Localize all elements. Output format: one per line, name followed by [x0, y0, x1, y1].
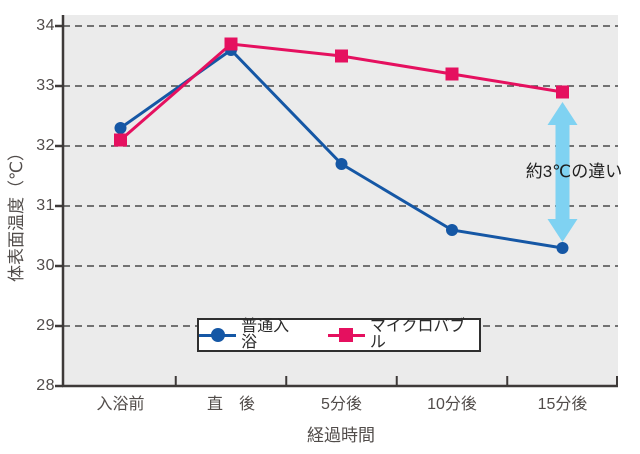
y-axis-title: 体表面温度（℃）: [7, 143, 26, 283]
line-sample-icon: [199, 328, 237, 342]
x-tick-label: 10分後: [427, 396, 477, 413]
square-marker-icon: [339, 328, 354, 342]
x-tick-label: 5分後: [321, 396, 362, 413]
y-tick-label: 32: [36, 137, 55, 154]
y-tick-label: 28: [36, 377, 55, 394]
x-tick-label: 入浴前: [96, 396, 145, 413]
x-axis-title: 経過時間: [307, 426, 375, 445]
x-tick-label: 直 後: [206, 396, 255, 413]
legend-label: マイクロバブル: [369, 318, 466, 351]
y-tick-label: 34: [36, 17, 55, 34]
y-tick-label: 33: [36, 77, 55, 94]
legend: 普通入浴 マイクロバブル: [197, 318, 481, 352]
x-tick-label: 15分後: [537, 396, 588, 413]
legend-item-microbubble: マイクロバブル: [327, 318, 479, 351]
y-tick-label: 31: [36, 197, 55, 214]
circle-marker-icon: [210, 328, 225, 342]
y-tick-label: 29: [36, 317, 55, 334]
line-sample-icon: [327, 328, 365, 342]
temperature-difference-annotation: 約3℃の違い: [525, 162, 623, 181]
legend-label: 普通入浴: [241, 318, 290, 351]
y-tick-label: 30: [36, 257, 55, 274]
legend-item-normal-bath: 普通入浴: [199, 319, 304, 351]
